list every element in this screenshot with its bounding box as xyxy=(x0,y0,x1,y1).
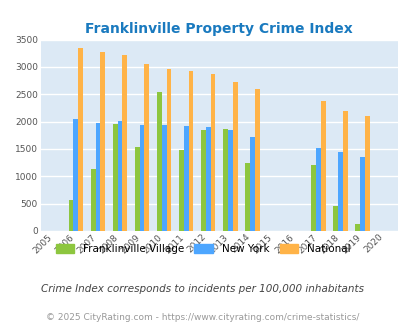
Title: Franklinville Property Crime Index: Franklinville Property Crime Index xyxy=(85,22,352,36)
Bar xyxy=(144,64,149,231)
Bar xyxy=(249,137,254,231)
Text: © 2025 CityRating.com - https://www.cityrating.com/crime-statistics/: © 2025 CityRating.com - https://www.city… xyxy=(46,313,359,322)
Bar xyxy=(232,82,237,231)
Bar xyxy=(188,71,193,231)
Bar xyxy=(139,125,144,231)
Bar xyxy=(200,130,205,231)
Bar xyxy=(337,152,342,231)
Bar xyxy=(73,119,78,231)
Bar xyxy=(205,126,210,231)
Bar xyxy=(78,48,83,231)
Bar xyxy=(166,69,171,231)
Bar xyxy=(254,89,259,231)
Bar xyxy=(161,125,166,231)
Bar xyxy=(95,123,100,231)
Text: Crime Index corresponds to incidents per 100,000 inhabitants: Crime Index corresponds to incidents per… xyxy=(41,284,364,294)
Legend: Franklinville Village, New York, National: Franklinville Village, New York, Nationa… xyxy=(55,244,350,254)
Bar xyxy=(333,206,337,231)
Bar xyxy=(179,149,183,231)
Bar xyxy=(354,224,359,231)
Bar xyxy=(113,124,117,231)
Bar xyxy=(122,55,127,231)
Bar xyxy=(320,101,325,231)
Bar xyxy=(311,165,315,231)
Bar xyxy=(315,148,320,231)
Bar xyxy=(222,129,227,231)
Bar xyxy=(117,121,122,231)
Bar xyxy=(100,52,105,231)
Bar xyxy=(245,163,249,231)
Bar xyxy=(359,157,364,231)
Bar xyxy=(342,111,347,231)
Bar xyxy=(227,130,232,231)
Bar xyxy=(90,169,95,231)
Bar xyxy=(68,200,73,231)
Bar xyxy=(364,115,369,231)
Bar xyxy=(183,126,188,231)
Bar xyxy=(156,92,161,231)
Bar xyxy=(210,74,215,231)
Bar xyxy=(134,147,139,231)
